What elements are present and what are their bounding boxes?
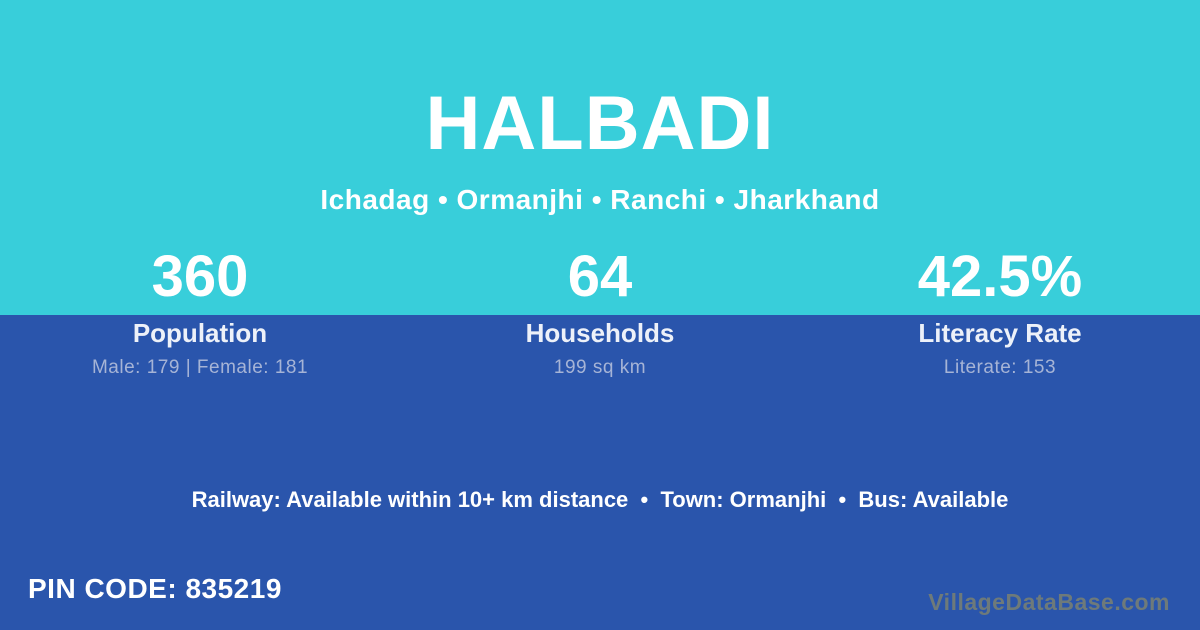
- literacy-rate-label: Literacy Rate: [918, 318, 1082, 348]
- village-title: HALBADI: [425, 81, 775, 166]
- stats-row: 360 Population Male: 179 | Female: 181 6…: [0, 248, 1200, 379]
- watermark-villagedatabase: VillageDataBase.com: [928, 589, 1170, 615]
- households-label: Households: [525, 318, 675, 348]
- transport-info-line: Railway: Available within 10+ km distanc…: [191, 487, 1009, 512]
- literacy-rate-detail: Literate: 153: [943, 357, 1057, 378]
- households-detail: 199 sq km: [553, 357, 647, 378]
- stat-households: 64 Households 199 sq km: [400, 248, 800, 379]
- stat-literacy-rate: 42.5% Literacy Rate Literate: 153: [800, 248, 1200, 379]
- top-section: [0, 0, 1200, 315]
- population-label: Population: [132, 318, 268, 348]
- location-breadcrumb: Ichadag • Ormanjhi • Ranchi • Jharkhand: [320, 184, 880, 215]
- population-value: 360: [151, 244, 249, 309]
- stat-population: 360 Population Male: 179 | Female: 181: [0, 248, 400, 379]
- population-detail: Male: 179 | Female: 181: [91, 357, 309, 378]
- literacy-rate-value: 42.5%: [917, 244, 1083, 309]
- bottom-section: [0, 315, 1200, 630]
- pin-code: PIN CODE: 835219: [28, 573, 282, 604]
- households-value: 64: [567, 244, 633, 309]
